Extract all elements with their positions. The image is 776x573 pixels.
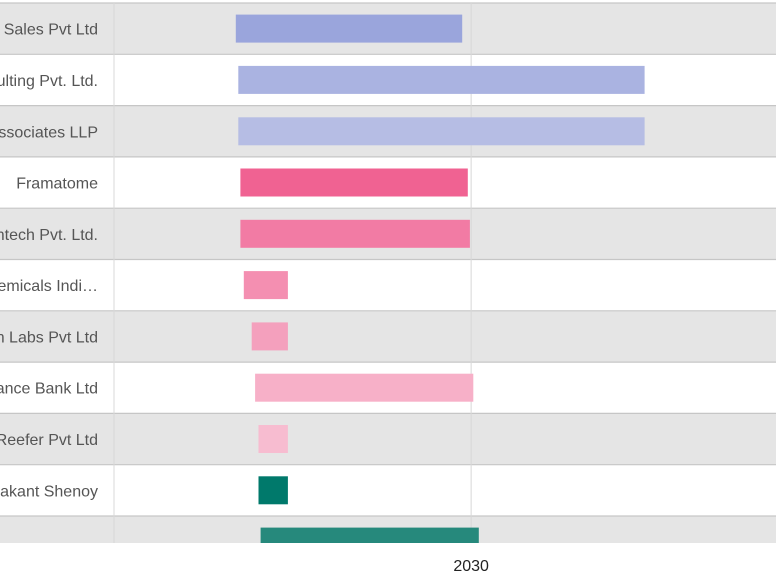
row-label: n Labs Pvt Ltd: [0, 329, 98, 346]
row-band: [0, 310, 776, 363]
bar: [243, 271, 288, 300]
row-band: [0, 259, 776, 311]
bar: [260, 527, 479, 543]
bar: [238, 117, 645, 146]
bar: [251, 322, 288, 351]
row-label: Framatome: [16, 176, 98, 193]
row-label: akant Shenoy: [0, 483, 98, 500]
row-label: ulting Pvt. Ltd.: [0, 73, 98, 90]
row-label: ance Bank Ltd: [0, 381, 98, 398]
bar: [255, 373, 474, 402]
row-label: Reefer Pvt Ltd: [0, 432, 98, 449]
bar: [240, 219, 470, 248]
bar: [258, 476, 288, 505]
row-label: ssociates LLP: [0, 124, 98, 141]
row-band: [0, 464, 776, 516]
row-label: emicals Indi…: [0, 278, 98, 295]
row-label: ntech Pvt. Ltd.: [0, 227, 98, 244]
bar: [238, 65, 645, 94]
bar: [258, 425, 288, 453]
bar: [235, 14, 463, 43]
bar: [240, 168, 468, 197]
x-tick-label: 2030: [453, 558, 489, 573]
row-label: Sales Pvt Ltd: [4, 22, 98, 39]
row-band: [0, 413, 776, 465]
